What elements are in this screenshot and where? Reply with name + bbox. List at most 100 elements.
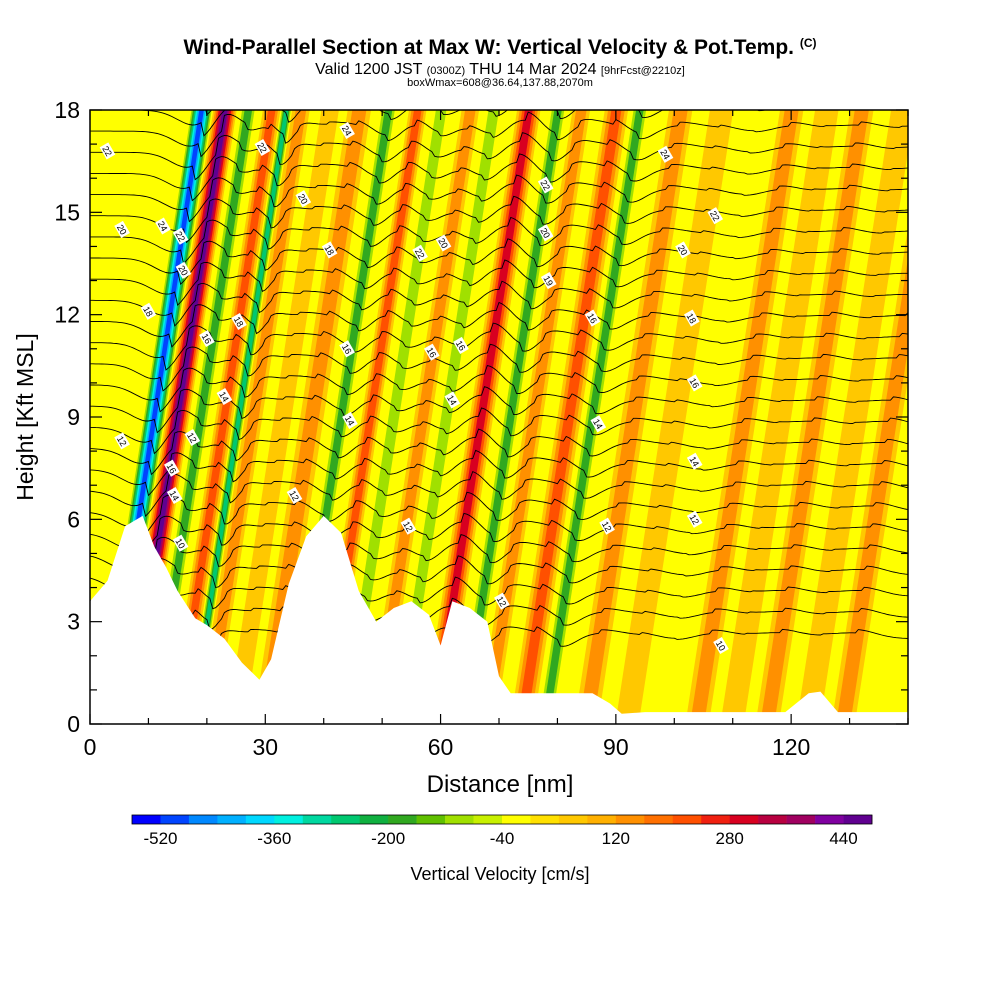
- contour-label-text: 22: [173, 230, 187, 244]
- contour-label: 22: [99, 142, 116, 160]
- colorbar-swatch: [587, 815, 617, 824]
- velocity-band: [390, 110, 503, 724]
- x-tick-label: 60: [428, 734, 454, 760]
- theta-contour-line: [90, 491, 908, 540]
- theta-contour-line: [90, 280, 908, 327]
- contour-label: 24: [657, 145, 674, 163]
- y-axis-label: Height [Kft MSL]: [12, 333, 38, 500]
- contour-label: 20: [435, 234, 452, 252]
- contour-label: 20: [675, 241, 691, 259]
- contour-label: 12: [599, 517, 615, 535]
- colorbar-swatch: [188, 815, 218, 824]
- colorbar: -520 -360 -200 -40 120 280 440: [131, 814, 873, 848]
- contour-label: 22: [412, 244, 428, 262]
- velocity-band-level: [516, 110, 622, 724]
- colorbar-tick-label: -520: [143, 829, 177, 848]
- colorbar-swatch: [558, 815, 588, 824]
- contour-label-text: 24: [658, 148, 672, 162]
- contour-label-text: 14: [217, 390, 231, 404]
- x-tick-label: 120: [772, 734, 810, 760]
- colorbar-label: Vertical Velocity [cm/s]: [410, 864, 589, 884]
- chart-title-tag: (C): [799, 36, 817, 50]
- valid-utc: (0300Z): [426, 65, 466, 77]
- velocity-band-level: [796, 110, 908, 724]
- theta-contour-line: [90, 216, 908, 265]
- velocity-band-level: [201, 110, 307, 724]
- velocity-band-level: [430, 110, 533, 724]
- colorbar-swatch: [758, 815, 787, 824]
- contour-label: 16: [163, 459, 180, 477]
- contour-label-text: 24: [156, 219, 170, 233]
- contour-label-text: 20: [436, 236, 450, 250]
- contour-label: 12: [286, 486, 303, 505]
- velocity-band: [197, 110, 310, 724]
- y-tick-label: 18: [54, 97, 80, 123]
- contour-label-text: 12: [495, 595, 509, 609]
- contour-label: 20: [295, 190, 312, 208]
- contour-label-text: 18: [322, 243, 336, 257]
- velocity-band: [650, 110, 769, 724]
- theta-contour-line: [90, 364, 908, 413]
- velocity-band-level: [149, 110, 253, 724]
- contour-label-text: 22: [538, 178, 552, 192]
- contour-label-text: 18: [232, 315, 246, 329]
- velocity-band: [796, 110, 908, 724]
- contour-label-text: 22: [100, 144, 114, 158]
- contour-label-text: 10: [714, 639, 728, 653]
- colorbar-swatch: [160, 815, 190, 824]
- colorbar-swatch: [245, 815, 275, 824]
- contour-label: 16: [584, 309, 601, 327]
- colorbar-tick-label: 440: [829, 829, 857, 848]
- contour-label-text: 20: [176, 264, 190, 278]
- contour-label-text: 16: [454, 339, 468, 353]
- colorbar-swatch: [416, 815, 446, 824]
- theta-contour-line: [90, 534, 908, 582]
- contour-label-text: 14: [445, 393, 459, 407]
- theta-contour-line: [90, 301, 908, 348]
- contour-label: 14: [216, 387, 233, 406]
- x-tick-label: 90: [603, 734, 629, 760]
- velocity-field: [90, 110, 908, 724]
- contour-label: 18: [683, 309, 700, 327]
- colorbar-tick-label: -200: [371, 829, 405, 848]
- contour-label: 19: [540, 272, 557, 290]
- contour-label-text: 12: [401, 520, 415, 534]
- y-axis: 0 3 6 9 12 15 18: [54, 97, 908, 737]
- velocity-band-level: [760, 110, 869, 724]
- contour-label-text: 19: [541, 274, 555, 288]
- colorbar-swatch: [815, 815, 844, 824]
- y-tick-label: 0: [67, 711, 80, 737]
- colorbar-swatch: [132, 815, 161, 824]
- velocity-band: [510, 110, 629, 724]
- forecast-tag: [9hrFcst@2210z]: [600, 65, 685, 77]
- velocity-band: [367, 110, 480, 724]
- theta-contour-line: [90, 238, 908, 286]
- velocity-band: [755, 110, 874, 724]
- contour-label: 12: [114, 432, 130, 450]
- theta-contour-line: [90, 111, 908, 158]
- contour-label-text: 14: [343, 414, 357, 428]
- contour-label-text: 12: [287, 489, 301, 503]
- contour-label-text: 20: [538, 226, 552, 240]
- theta-contour-line: [90, 259, 908, 306]
- x-tick-label: 30: [252, 734, 278, 760]
- theta-contour-line: [90, 48, 908, 94]
- y-tick-label: 15: [54, 199, 80, 225]
- contour-label: 20: [175, 261, 192, 279]
- colorbar-swatch: [331, 815, 360, 824]
- x-axis: 0 30 60 90 120: [84, 110, 909, 760]
- contour-label-text: 12: [687, 513, 701, 527]
- contour-label-text: 16: [687, 376, 701, 390]
- colorbar-swatch: [530, 815, 560, 824]
- chart-title: Wind-Parallel Section at Max W: Vertical…: [0, 36, 1000, 60]
- contour-label-text: 16: [585, 312, 599, 326]
- theta-contour-line: [90, 512, 908, 562]
- contour-label: 14: [686, 452, 703, 470]
- colorbar-swatch: [615, 815, 645, 824]
- contour-label: 18: [140, 302, 157, 320]
- contour-label-text: 12: [185, 431, 199, 445]
- theta-contours: [90, 48, 908, 666]
- colorbar-swatch: [843, 815, 873, 824]
- velocity-band: [422, 110, 541, 724]
- theta-contour-line: [205, 110, 213, 116]
